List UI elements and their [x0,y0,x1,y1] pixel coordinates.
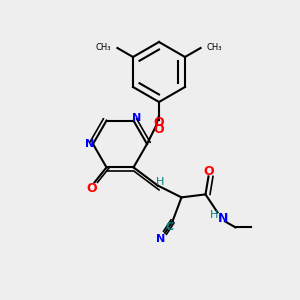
Text: CH₃: CH₃ [207,44,222,52]
Text: O: O [203,165,214,178]
Text: O: O [86,182,97,195]
Text: CH₃: CH₃ [96,44,111,52]
Text: N: N [156,234,165,244]
Text: N: N [85,139,94,149]
Text: O: O [154,123,164,136]
Text: H: H [210,210,219,220]
Text: C: C [165,222,174,233]
Text: N: N [218,212,229,225]
Text: O: O [154,116,164,130]
Text: H: H [156,177,165,188]
Text: N: N [132,112,141,123]
